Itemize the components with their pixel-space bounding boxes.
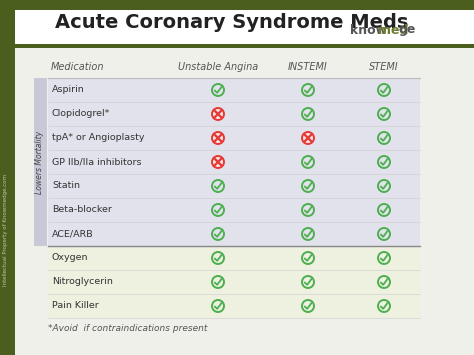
Text: Lowers Mortality: Lowers Mortality — [36, 130, 45, 193]
FancyBboxPatch shape — [48, 270, 420, 294]
FancyBboxPatch shape — [15, 0, 474, 48]
FancyBboxPatch shape — [48, 102, 420, 126]
Circle shape — [212, 132, 224, 144]
Circle shape — [212, 156, 224, 168]
FancyBboxPatch shape — [34, 78, 47, 246]
FancyBboxPatch shape — [0, 0, 474, 10]
Text: Unstable Angina: Unstable Angina — [178, 62, 258, 72]
Text: GP IIb/IIa inhibitors: GP IIb/IIa inhibitors — [52, 158, 142, 166]
Text: Statin: Statin — [52, 181, 80, 191]
Text: ACE/ARB: ACE/ARB — [52, 229, 94, 239]
Text: STEMI: STEMI — [369, 62, 399, 72]
FancyBboxPatch shape — [48, 198, 420, 222]
Text: tpA* or Angioplasty: tpA* or Angioplasty — [52, 133, 145, 142]
Text: Nitroglycerin: Nitroglycerin — [52, 278, 113, 286]
FancyBboxPatch shape — [48, 294, 420, 318]
Text: INSTEMI: INSTEMI — [288, 62, 328, 72]
FancyBboxPatch shape — [48, 246, 420, 270]
FancyBboxPatch shape — [0, 0, 15, 355]
Text: Oxygen: Oxygen — [52, 253, 89, 262]
Text: Aspirin: Aspirin — [52, 86, 85, 94]
Text: med: med — [378, 23, 409, 37]
Text: Clopidogrel*: Clopidogrel* — [52, 109, 110, 119]
Text: Acute Coronary Syndrome Meds: Acute Coronary Syndrome Meds — [55, 12, 409, 32]
FancyBboxPatch shape — [48, 174, 420, 198]
Circle shape — [302, 132, 314, 144]
Text: Beta-blocker: Beta-blocker — [52, 206, 112, 214]
FancyBboxPatch shape — [48, 222, 420, 246]
Text: Intellectual Property of Knowmedge.com: Intellectual Property of Knowmedge.com — [3, 174, 9, 286]
FancyBboxPatch shape — [15, 44, 474, 48]
FancyBboxPatch shape — [48, 56, 420, 78]
FancyBboxPatch shape — [48, 78, 420, 102]
FancyBboxPatch shape — [48, 126, 420, 150]
Text: know: know — [350, 23, 387, 37]
Text: *Avoid  if contraindications present: *Avoid if contraindications present — [48, 324, 207, 333]
Circle shape — [212, 108, 224, 120]
Text: ge: ge — [399, 23, 416, 37]
Text: Medication: Medication — [51, 62, 104, 72]
Text: Pain Killer: Pain Killer — [52, 301, 99, 311]
FancyBboxPatch shape — [48, 150, 420, 174]
